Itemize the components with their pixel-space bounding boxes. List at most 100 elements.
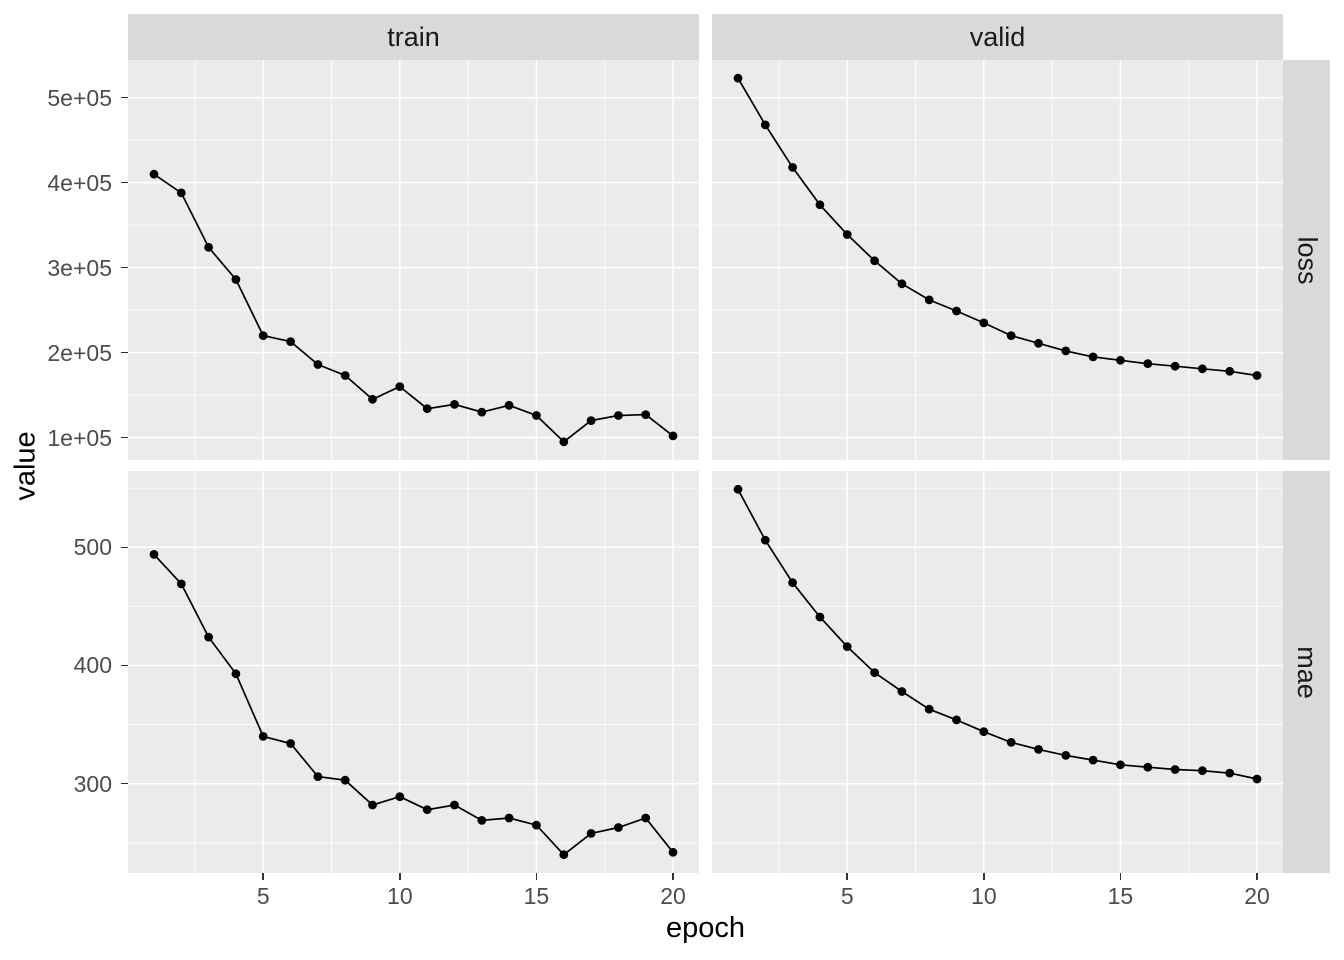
facet-strip-valid-label: valid bbox=[969, 21, 1026, 52]
data-point bbox=[641, 813, 651, 823]
y-tick-label: 300 bbox=[73, 770, 112, 797]
facet-strip-mae-label: mae bbox=[1292, 645, 1322, 699]
data-point bbox=[788, 163, 797, 172]
panel-background bbox=[712, 471, 1283, 873]
panel-background bbox=[712, 60, 1283, 460]
data-point bbox=[1088, 352, 1098, 362]
y-tick-label: 1e+05 bbox=[47, 424, 112, 451]
series-line-train-loss bbox=[153, 173, 674, 443]
data-point bbox=[368, 800, 377, 810]
data-point bbox=[897, 687, 907, 696]
panel-background bbox=[128, 471, 699, 873]
data-point bbox=[1225, 366, 1235, 376]
data-point bbox=[258, 732, 268, 741]
data-point bbox=[842, 642, 852, 651]
data-point bbox=[559, 437, 569, 447]
data-point bbox=[532, 411, 541, 420]
x-tick-mark bbox=[399, 873, 401, 880]
data-point bbox=[149, 550, 159, 559]
data-point bbox=[1061, 751, 1071, 760]
data-point bbox=[1143, 359, 1153, 369]
data-point bbox=[979, 727, 989, 737]
data-point bbox=[897, 279, 907, 289]
data-point bbox=[586, 416, 596, 425]
x-tick-mark bbox=[535, 873, 538, 880]
data-point bbox=[532, 820, 541, 830]
data-point bbox=[286, 337, 295, 346]
data-point bbox=[176, 188, 186, 198]
data-point bbox=[258, 331, 268, 340]
facet-strip-loss-label: loss bbox=[1292, 235, 1323, 285]
y-tick-label: 4e+05 bbox=[47, 169, 112, 196]
panel-background bbox=[128, 60, 699, 460]
y-tick-mark bbox=[121, 546, 128, 548]
data-point bbox=[870, 668, 879, 677]
data-point bbox=[204, 242, 213, 252]
y-tick-mark bbox=[121, 351, 128, 354]
data-point bbox=[1006, 738, 1016, 747]
data-point bbox=[1034, 745, 1043, 754]
data-point bbox=[1252, 371, 1262, 380]
y-tick-label: 500 bbox=[73, 534, 112, 561]
x-tick-label: 20 bbox=[1244, 883, 1270, 909]
data-point bbox=[504, 813, 514, 823]
data-point bbox=[231, 669, 241, 679]
x-tick-mark bbox=[846, 873, 848, 880]
x-tick-mark bbox=[1256, 873, 1258, 880]
data-point bbox=[559, 850, 569, 860]
panel-train-mae bbox=[128, 471, 699, 873]
panel-train-loss bbox=[128, 60, 699, 460]
data-point bbox=[1198, 766, 1207, 776]
data-point bbox=[395, 792, 405, 802]
data-point bbox=[1006, 331, 1016, 340]
data-point bbox=[788, 578, 797, 588]
y-tick-mark bbox=[121, 96, 128, 99]
data-point bbox=[668, 847, 678, 857]
data-point bbox=[842, 230, 852, 239]
panel-valid-loss bbox=[712, 60, 1283, 460]
data-point bbox=[176, 579, 186, 589]
y-tick-mark bbox=[121, 782, 128, 785]
y-tick-label: 3e+05 bbox=[47, 254, 112, 281]
data-point bbox=[1143, 762, 1153, 772]
data-point bbox=[477, 407, 487, 417]
data-point bbox=[586, 829, 596, 838]
data-point bbox=[1252, 774, 1262, 784]
series-line-valid-loss bbox=[737, 77, 1258, 377]
data-point bbox=[450, 400, 459, 409]
data-point bbox=[504, 400, 514, 410]
data-point bbox=[204, 632, 213, 642]
series-line-train-mae bbox=[153, 553, 674, 856]
facet-strip-train: train bbox=[128, 14, 699, 60]
y-tick-mark bbox=[121, 181, 128, 184]
facet-strip-valid: valid bbox=[712, 14, 1283, 60]
data-point bbox=[1198, 364, 1207, 374]
data-point bbox=[422, 404, 432, 414]
data-point bbox=[1170, 765, 1180, 774]
data-point bbox=[952, 715, 961, 725]
x-tick-mark bbox=[672, 873, 674, 880]
data-point bbox=[313, 772, 323, 781]
data-point bbox=[1116, 355, 1125, 365]
data-point bbox=[477, 816, 487, 825]
data-point bbox=[1088, 755, 1098, 765]
data-point bbox=[760, 120, 770, 130]
y-tick-mark bbox=[121, 266, 128, 269]
data-point bbox=[733, 73, 743, 83]
data-point bbox=[733, 484, 743, 494]
data-point bbox=[450, 800, 459, 810]
data-point bbox=[1116, 760, 1125, 770]
y-tick-label: 400 bbox=[73, 652, 112, 679]
data-point bbox=[1061, 346, 1071, 356]
panel-valid-mae bbox=[712, 471, 1283, 873]
data-point bbox=[815, 612, 825, 622]
x-tick-label: 15 bbox=[1107, 883, 1134, 909]
data-point bbox=[924, 704, 934, 714]
data-point bbox=[641, 410, 651, 419]
data-point bbox=[760, 535, 770, 545]
x-tick-mark bbox=[262, 873, 264, 880]
data-point bbox=[1225, 768, 1235, 778]
x-tick-label: 10 bbox=[971, 883, 997, 909]
data-point bbox=[340, 775, 350, 785]
